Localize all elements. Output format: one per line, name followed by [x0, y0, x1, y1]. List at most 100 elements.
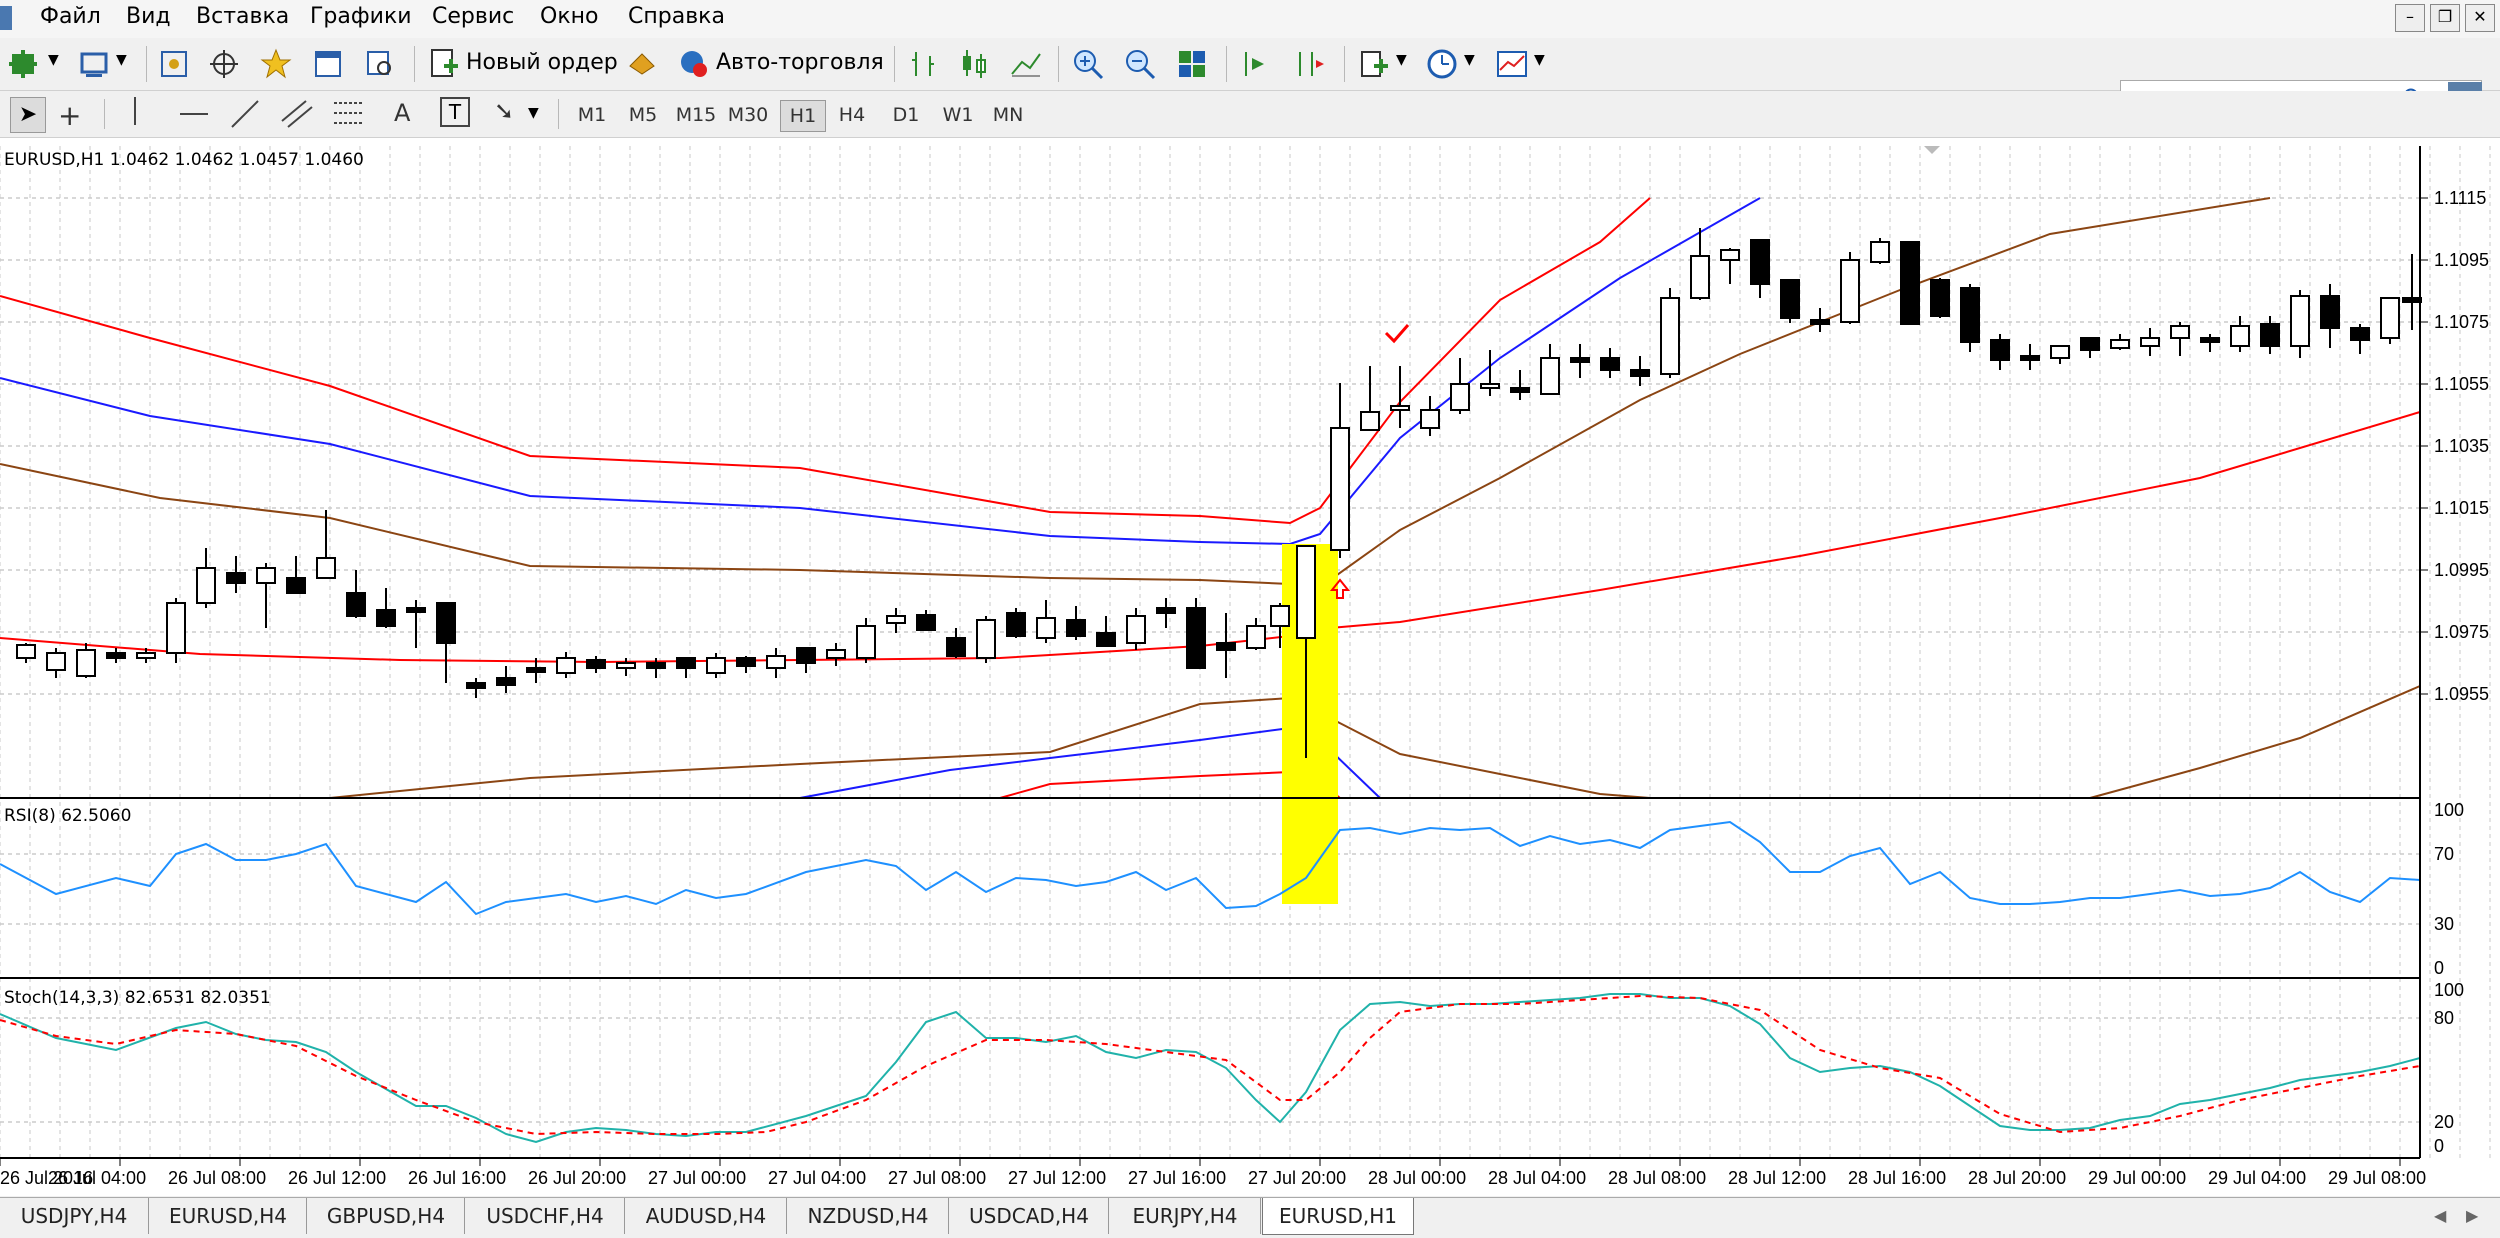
- chart-grid: [0, 146, 2491, 1158]
- tab-eurjpy-h4[interactable]: EURJPY,H4: [1110, 1198, 1261, 1234]
- bar-chart-icon[interactable]: [906, 46, 942, 82]
- app-icon: [0, 6, 12, 30]
- rsi-tick-label: 0: [2434, 958, 2444, 978]
- candle-body: [646, 662, 666, 669]
- tab-usdchf-h4[interactable]: USDCHF,H4: [466, 1198, 625, 1234]
- chevron-down-icon[interactable]: ▼: [528, 105, 539, 121]
- candle-body: [826, 649, 846, 659]
- chart-canvas[interactable]: 1.1115 1.1095 1.1075 1.1055 1.1035 1.1015 1.09…: [0, 138, 2500, 1196]
- crosshair-icon[interactable]: +: [58, 99, 82, 132]
- market-watch-icon[interactable]: [156, 46, 192, 82]
- tab-eurusd-h1[interactable]: EURUSD,H1: [1262, 1198, 1414, 1235]
- new-order-icon[interactable]: [426, 46, 462, 82]
- tab-eurusd-h4[interactable]: EURUSD,H4: [150, 1198, 307, 1234]
- new-chart-icon[interactable]: [8, 46, 44, 82]
- menu-file[interactable]: Файл: [40, 4, 101, 29]
- tab-scroll-left-icon[interactable]: ◀: [2434, 1206, 2447, 1225]
- navigator-icon[interactable]: [206, 46, 242, 82]
- time-tick-label: 26 Jul 04:00: [48, 1168, 146, 1188]
- tester-icon[interactable]: [362, 46, 398, 82]
- candle-body: [1750, 239, 1770, 285]
- menu-help[interactable]: Справка: [628, 4, 725, 29]
- tab-nzdusd-h4[interactable]: NZDUSD,H4: [788, 1198, 949, 1234]
- autotrading-icon[interactable]: [676, 46, 712, 82]
- candle-body: [1840, 259, 1860, 323]
- text-icon[interactable]: A: [394, 99, 411, 127]
- line-chart-icon[interactable]: [1008, 46, 1044, 82]
- menu-window[interactable]: Окно: [540, 4, 599, 29]
- new-order-button[interactable]: Новый ордер: [466, 50, 618, 75]
- candle-body: [1600, 357, 1620, 371]
- stoch-main-line: [0, 993, 2421, 1144]
- text-label-icon[interactable]: T: [440, 97, 470, 127]
- candle-body: [16, 644, 36, 659]
- fibonacci-icon[interactable]: [332, 99, 366, 129]
- upper-band-brown: [0, 197, 2271, 586]
- indicators-icon[interactable]: [1356, 46, 1392, 82]
- price-tick-label: 1.1075: [2434, 312, 2489, 332]
- profiles-icon[interactable]: [76, 46, 112, 82]
- price-tick-label: 1.1095: [2434, 250, 2489, 270]
- cursor-icon[interactable]: ➤: [10, 97, 46, 133]
- close-button[interactable]: ✕: [2465, 4, 2495, 32]
- candle-body: [1810, 319, 1830, 325]
- menu-charts[interactable]: Графики: [310, 4, 412, 29]
- chart-window[interactable]: 1.1115 1.1095 1.1075 1.1055 1.1035 1.1015 1.09…: [0, 138, 2500, 1196]
- timeframe-m15[interactable]: M15: [675, 104, 717, 126]
- channel-icon[interactable]: [280, 99, 314, 129]
- templates-icon[interactable]: [1494, 46, 1530, 82]
- arrows-icon[interactable]: ➘: [494, 97, 515, 125]
- menu-insert[interactable]: Вставка: [196, 4, 290, 29]
- timeframe-m30[interactable]: M30: [727, 104, 769, 126]
- tab-usdjpy-h4[interactable]: USDJPY,H4: [0, 1198, 149, 1234]
- chevron-down-icon[interactable]: ▼: [1464, 52, 1475, 68]
- candle-body: [1390, 405, 1410, 411]
- candle-body: [1420, 409, 1440, 429]
- horizontal-line-icon[interactable]: [180, 113, 208, 115]
- candles: [16, 228, 2422, 758]
- chevron-down-icon[interactable]: ▼: [116, 52, 127, 68]
- timeframe-m5[interactable]: M5: [628, 104, 658, 126]
- chevron-down-icon[interactable]: ▼: [1396, 52, 1407, 68]
- menu-view[interactable]: Вид: [126, 4, 171, 29]
- autotrading-button[interactable]: Авто-торговля: [716, 50, 884, 75]
- timeframe-h1[interactable]: H1: [780, 100, 826, 132]
- time-tick-label: 29 Jul 08:00: [2328, 1168, 2426, 1188]
- chevron-down-icon[interactable]: ▼: [1534, 52, 1545, 68]
- vertical-line-icon[interactable]: [134, 97, 136, 125]
- terminal-icon[interactable]: [310, 46, 346, 82]
- candlestick-icon[interactable]: [956, 46, 992, 82]
- zoom-out-icon[interactable]: [1122, 46, 1158, 82]
- metaeditor-icon[interactable]: [624, 46, 660, 82]
- tile-windows-icon[interactable]: [1174, 46, 1210, 82]
- candle-body: [2050, 345, 2070, 359]
- timeframe-h4[interactable]: H4: [838, 104, 866, 126]
- autoscroll-icon[interactable]: [1292, 46, 1328, 82]
- minimize-button[interactable]: –: [2395, 4, 2425, 32]
- time-tick-label: 28 Jul 00:00: [1368, 1168, 1466, 1188]
- candle-body: [946, 637, 966, 657]
- price-tick-label: 1.0955: [2434, 684, 2489, 704]
- favorites-icon[interactable]: [258, 46, 294, 82]
- timeframe-w1[interactable]: W1: [942, 104, 974, 126]
- periods-clock-icon[interactable]: [1424, 46, 1460, 82]
- candle-body: [1450, 383, 1470, 411]
- candle-body: [1330, 427, 1350, 551]
- menu-tools[interactable]: Сервис: [432, 4, 515, 29]
- tab-gbpusd-h4[interactable]: GBPUSD,H4: [308, 1198, 465, 1234]
- timeframe-m1[interactable]: M1: [577, 104, 607, 126]
- time-tick-label: 26 Jul 08:00: [168, 1168, 266, 1188]
- drawing-toolbar: ➤ + A T ➘ ▼: [0, 91, 2500, 138]
- tab-usdcad-h4[interactable]: USDCAD,H4: [950, 1198, 1109, 1234]
- timeframe-mn[interactable]: MN: [992, 104, 1024, 126]
- timeframe-d1[interactable]: D1: [892, 104, 920, 126]
- tab-scroll-right-icon[interactable]: ▶: [2466, 1206, 2479, 1225]
- chevron-down-icon[interactable]: ▼: [48, 52, 59, 68]
- candle-body: [1480, 383, 1500, 389]
- chart-shift-icon[interactable]: [1238, 46, 1274, 82]
- tab-audusd-h4[interactable]: AUDUSD,H4: [626, 1198, 787, 1234]
- zoom-in-icon[interactable]: [1070, 46, 1106, 82]
- stoch-tick-label: 80: [2434, 1008, 2454, 1028]
- restore-button[interactable]: ❐: [2430, 4, 2460, 32]
- trendline-icon[interactable]: [230, 99, 260, 129]
